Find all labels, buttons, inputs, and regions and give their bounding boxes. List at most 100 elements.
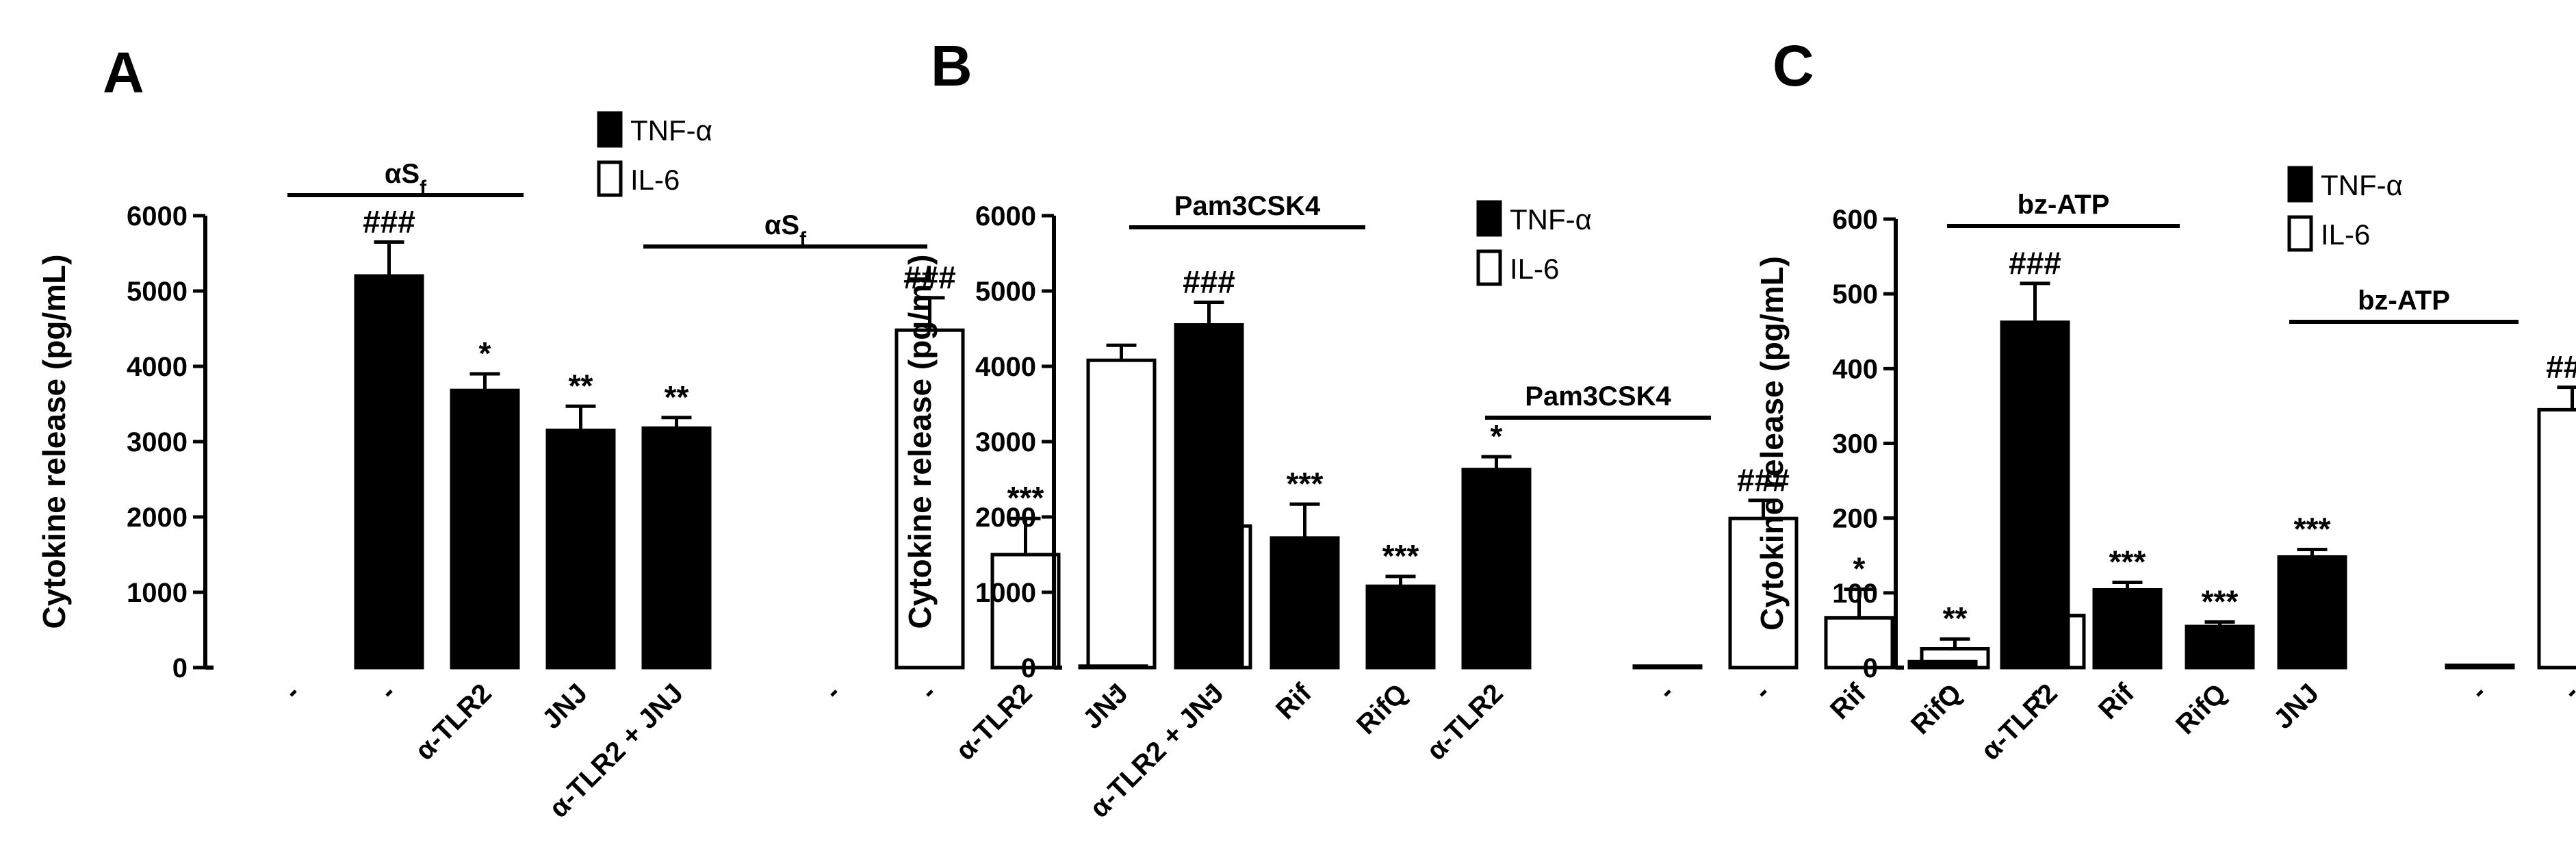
- bar-il6: [894, 328, 965, 670]
- significance-label: **: [569, 368, 593, 403]
- y-tick-label: 200: [1832, 504, 1878, 534]
- legend-swatch: [1476, 249, 1502, 286]
- bar-tnf: [1270, 536, 1340, 670]
- treatment-label: bz-ATP: [2018, 190, 2110, 220]
- y-tick-label: 4000: [975, 352, 1036, 382]
- y-tick-label: 300: [1832, 429, 1878, 459]
- bar-tnf: [1078, 664, 1148, 670]
- bar-tnf: [2092, 587, 2163, 670]
- y-tick-label: 3000: [975, 427, 1036, 457]
- significance-label: ***: [1382, 538, 1419, 574]
- bar-tnf: [1174, 323, 1244, 670]
- bar-il6: [1728, 516, 1799, 670]
- bar-tnf: [2000, 320, 2070, 670]
- significance-label: ###: [2009, 245, 2061, 281]
- y-tick-label: 4000: [127, 352, 188, 382]
- significance-label: **: [1943, 600, 1968, 636]
- bar-tnf: [450, 388, 520, 670]
- category-label: -: [374, 678, 402, 706]
- category-label: JNJ: [537, 678, 593, 735]
- significance-label: ###: [1737, 462, 1790, 498]
- treatment-label: Pam3CSK4: [1174, 191, 1321, 221]
- y-tick-label: 0: [1021, 653, 1036, 683]
- bar-tnf: [545, 429, 616, 670]
- y-tick-label: 2000: [975, 503, 1036, 533]
- category-label: -: [2464, 678, 2493, 706]
- panel-letter: C: [1773, 34, 1814, 98]
- y-tick-label: 0: [1863, 653, 1878, 683]
- legend-swatch: [1476, 200, 1502, 237]
- legend-label: IL-6: [1510, 253, 1559, 285]
- bar-il6: [990, 553, 1061, 670]
- significance-label: ###: [903, 260, 956, 295]
- significance-label: ###: [1183, 264, 1235, 300]
- bar-il6: [1086, 358, 1157, 670]
- category-label: JNJ: [2268, 678, 2325, 735]
- legend-label: IL-6: [630, 164, 680, 196]
- category-label: α-TLR2: [1421, 678, 1509, 766]
- y-tick-label: 6000: [975, 201, 1036, 231]
- y-tick-label: 1000: [975, 578, 1036, 608]
- y-tick-label: 6000: [127, 201, 188, 231]
- legend-swatch: [597, 160, 623, 197]
- bar-tnf: [2185, 624, 2255, 670]
- significance-label: *: [1491, 418, 1503, 454]
- category-label: Rif: [1270, 678, 1317, 725]
- bar-tnf: [2277, 555, 2347, 670]
- y-tick-label: 500: [1832, 279, 1878, 309]
- significance-label: ***: [1287, 466, 1324, 501]
- significance-label: ***: [2109, 544, 2146, 580]
- y-tick-label: 5000: [975, 277, 1036, 307]
- bar-tnf: [354, 274, 424, 670]
- category-label: -: [819, 678, 847, 706]
- category-label: -: [1652, 678, 1680, 706]
- category-label: -: [2557, 678, 2576, 706]
- legend-swatch: [597, 111, 623, 148]
- panel-letter: A: [103, 40, 144, 105]
- significance-label: ***: [1007, 480, 1044, 516]
- y-tick-label: 600: [1832, 205, 1878, 235]
- treatment-label: αSf: [764, 210, 807, 251]
- legend-label: TNF-α: [2321, 169, 2403, 201]
- y-tick-label: 2000: [127, 503, 188, 533]
- legend-swatch: [2287, 166, 2313, 203]
- significance-label: ###: [2546, 349, 2576, 385]
- bar-il6: [1632, 664, 1703, 670]
- legend-label: TNF-α: [1510, 203, 1592, 236]
- category-label: α-TLR2: [950, 678, 1038, 766]
- category-label: Rif: [2093, 678, 2140, 725]
- category-label: -: [914, 678, 942, 706]
- bar-il6: [2537, 407, 2576, 670]
- legend-swatch: [2287, 215, 2313, 252]
- bar-tnf: [641, 426, 712, 670]
- y-tick-label: 0: [172, 653, 188, 683]
- y-tick-label: 1000: [127, 578, 188, 608]
- chart-panel-A: A Cytokine release (pg/mL) 0 1000 2000 3000 40…: [36, 40, 1252, 824]
- significance-label: **: [665, 379, 689, 415]
- category-label: α-TLR2: [1975, 678, 2063, 766]
- treatment-label: αSf: [385, 159, 427, 199]
- category-label: Rif: [1825, 678, 1872, 725]
- y-axis-label: Cytokine release (pg/mL): [1754, 256, 1790, 631]
- significance-label: *: [1853, 551, 1866, 587]
- treatment-label: bz-ATP: [2358, 286, 2450, 316]
- panel-letter: B: [931, 34, 973, 98]
- y-tick-label: 100: [1832, 579, 1878, 609]
- chart-panel-C: C Cytokine release (pg/mL) 0 100 200 300 400 50…: [1754, 34, 2576, 740]
- y-tick-label: 3000: [127, 427, 188, 457]
- bar-tnf: [1461, 468, 1532, 670]
- bar-tnf: [1365, 584, 1436, 670]
- category-label: -: [278, 678, 306, 706]
- category-label: RifQ: [1351, 678, 1413, 740]
- y-axis-label: Cytokine release (pg/mL): [902, 254, 938, 629]
- bar-il6: [2445, 663, 2515, 670]
- significance-label: *: [479, 336, 491, 371]
- category-label: -: [1748, 678, 1776, 706]
- significance-label: ###: [363, 204, 415, 240]
- y-tick-label: 5000: [127, 277, 188, 307]
- y-axis-label: Cytokine release (pg/mL): [36, 254, 72, 629]
- y-tick-label: 400: [1832, 354, 1878, 384]
- bar-il6: [1824, 616, 1894, 670]
